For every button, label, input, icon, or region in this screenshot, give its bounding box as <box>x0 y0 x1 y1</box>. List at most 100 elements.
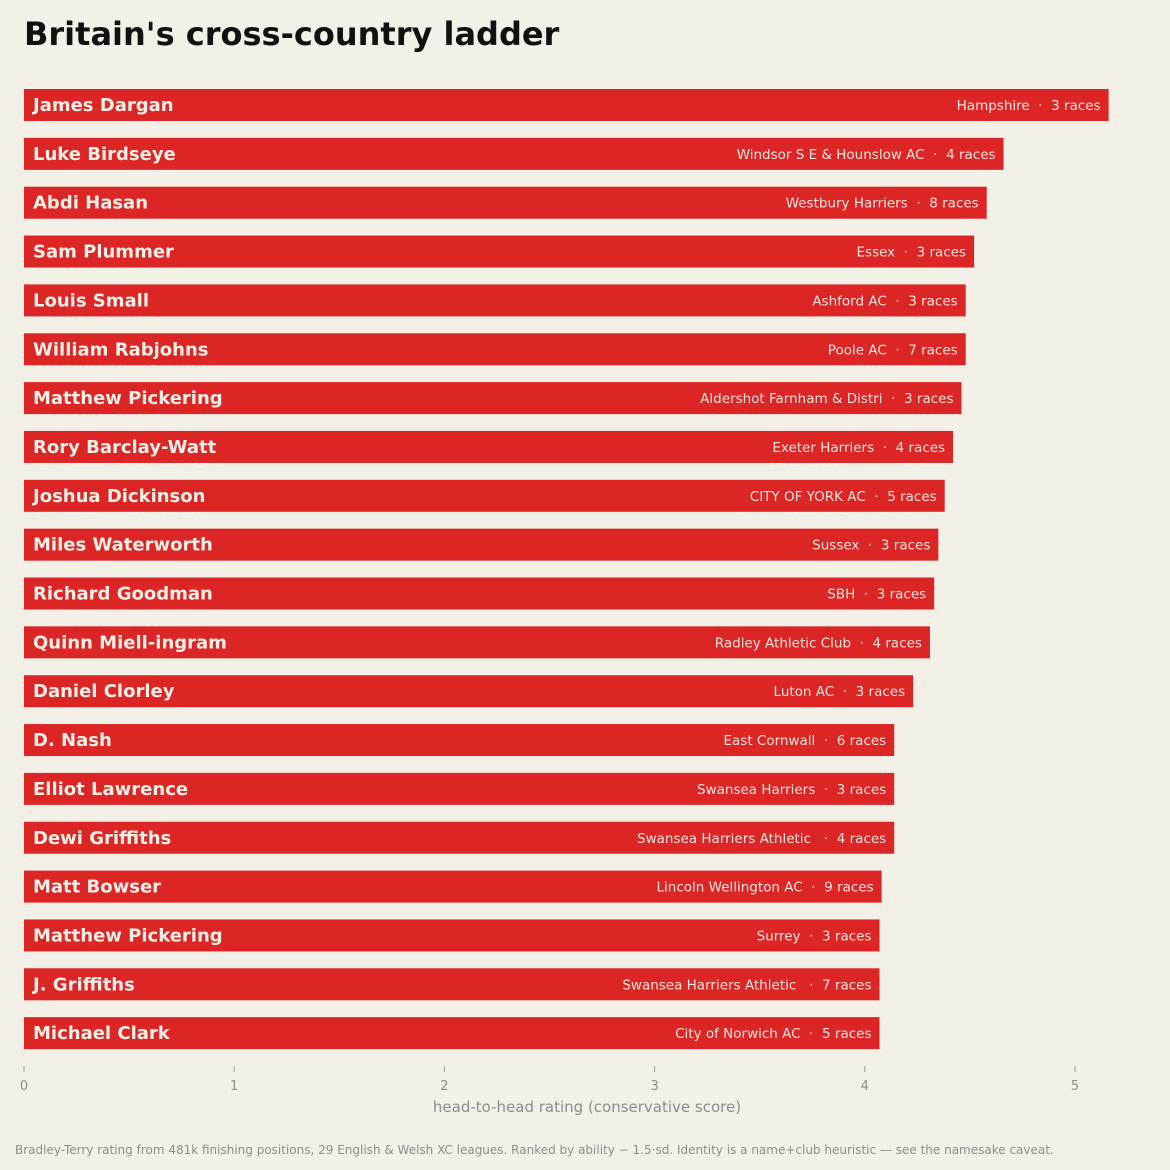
bar <box>24 919 880 952</box>
bar <box>24 772 895 805</box>
bar-separator: · <box>859 538 880 554</box>
footnote: Bradley-Terry rating from 481k finishing… <box>15 1143 1054 1157</box>
bar-group: Luke Birdseye Windsor S E & Hounslow AC ·… <box>24 137 1004 170</box>
bar-races: 3 races <box>877 587 926 603</box>
bar-races: 6 races <box>837 733 886 749</box>
bar-club-races: Lincoln Wellington AC · 9 races <box>656 880 873 896</box>
bar <box>24 137 1004 170</box>
bar-athlete-name: William Rabjohns <box>33 339 208 360</box>
bar-group: Matt Bowser Lincoln Wellington AC · 9 rac… <box>24 870 882 903</box>
bar <box>24 821 895 854</box>
x-tick-label: 5 <box>1071 1079 1079 1094</box>
bar-separator: · <box>801 1026 822 1042</box>
bar-athlete-name: Sam Plummer <box>33 242 174 263</box>
bar-club: Swansea Harriers Athletic <box>622 977 800 993</box>
bar-group: Rory Barclay-Watt Exeter Harriers · 4 rac… <box>24 430 954 463</box>
bar-club-races: City of Norwich AC · 5 races <box>675 1026 871 1042</box>
bar-club: Swansea Harriers Athletic <box>637 831 815 847</box>
bar-separator: · <box>801 977 822 993</box>
bar-club: SBH <box>827 587 855 603</box>
bar-athlete-name: Matt Bowser <box>33 877 161 898</box>
bar-club-races: Essex · 3 races <box>857 245 967 261</box>
bar-group: Louis Small Ashford AC · 3 races <box>24 284 966 317</box>
bar-club-races: Swansea Harriers Athletic · 7 races <box>622 977 871 993</box>
bar-races: 3 races <box>822 928 871 944</box>
bar-group: D. Nash East Cornwall · 6 races <box>24 724 895 757</box>
bar <box>24 284 966 317</box>
chart-title: Britain's cross-country ladder <box>24 15 560 53</box>
bar-club-races: SBH · 3 races <box>827 587 926 603</box>
bar-separator: · <box>866 489 887 505</box>
x-tick-label: 1 <box>230 1079 238 1094</box>
bar-group: Michael Clark City of Norwich AC · 5 race… <box>24 1017 880 1050</box>
bar-group: J. Griffiths Swansea Harriers Athletic · … <box>24 968 880 1001</box>
bar-group: Matthew Pickering Surrey · 3 races <box>24 919 880 952</box>
bar-club-races: Sussex · 3 races <box>812 538 930 554</box>
bar-club-races: Westbury Harriers · 8 races <box>786 196 979 212</box>
bar-separator: · <box>925 147 946 163</box>
bar-club: City of Norwich AC <box>675 1026 800 1042</box>
bar-races: 4 races <box>946 147 995 163</box>
bar-separator: · <box>887 293 908 309</box>
bar-chart: James Dargan Hampshire · 3 races Luke Bird… <box>20 89 1109 1116</box>
bar-separator: · <box>851 635 872 651</box>
bar-club-races: Exeter Harriers · 4 races <box>772 440 945 456</box>
bar-group: William Rabjohns Poole AC · 7 races <box>24 333 966 366</box>
bar-athlete-name: Rory Barclay-Watt <box>33 437 217 458</box>
bar <box>24 89 1109 121</box>
bar-separator: · <box>887 342 908 358</box>
bar-club-races: Swansea Harriers · 3 races <box>697 782 886 798</box>
bar <box>24 528 939 561</box>
bar-group: Dewi Griffiths Swansea Harriers Athletic … <box>24 821 895 854</box>
bar-separator: · <box>815 782 836 798</box>
bar-races: 3 races <box>917 245 966 261</box>
bar-races: 3 races <box>856 684 905 700</box>
bar-races: 7 races <box>908 342 957 358</box>
bar-races: 8 races <box>929 196 978 212</box>
bar-club: East Cornwall <box>723 733 815 749</box>
bar-club: Ashford AC <box>812 293 886 309</box>
bar-club-races: CITY OF YORK AC · 5 races <box>750 489 937 505</box>
bar-races: 4 races <box>896 440 945 456</box>
bar-separator: · <box>834 684 855 700</box>
bar-races: 3 races <box>1051 98 1100 114</box>
bar-athlete-name: James Dargan <box>31 95 174 116</box>
bar-races: 5 races <box>822 1026 871 1042</box>
bar-races: 9 races <box>824 880 873 896</box>
bar <box>24 382 962 415</box>
bar-club-races: Ashford AC · 3 races <box>812 293 957 309</box>
bar-races: 3 races <box>904 391 953 407</box>
bar-club-races: Windsor S E & Hounslow AC · 4 races <box>737 147 996 163</box>
bar-group: James Dargan Hampshire · 3 races <box>24 89 1109 121</box>
bar-separator: · <box>801 928 822 944</box>
bar-group: Miles Waterworth Sussex · 3 races <box>24 528 939 561</box>
bar-athlete-name: J. Griffiths <box>31 974 135 995</box>
bar-club: Windsor S E & Hounslow AC <box>737 147 925 163</box>
bar-club: Surrey <box>757 928 801 944</box>
bar-athlete-name: Quinn Miell-ingram <box>33 632 227 653</box>
bar-group: Quinn Miell-ingram Radley Athletic Club ·… <box>24 626 930 659</box>
bar-separator: · <box>895 245 916 261</box>
bar-athlete-name: Luke Birdseye <box>33 144 176 165</box>
bar-athlete-name: Michael Clark <box>33 1023 171 1044</box>
bar-club-races: Aldershot Farnham & Distri · 3 races <box>700 391 953 407</box>
bar-group: Abdi Hasan Westbury Harriers · 8 races <box>24 186 987 219</box>
bar-club: Sussex <box>812 538 859 554</box>
bar-separator: · <box>908 196 929 212</box>
x-axis-label: head-to-head rating (conservative score) <box>433 1098 741 1116</box>
bar <box>24 870 882 903</box>
bar <box>24 333 966 366</box>
bar-separator: · <box>815 733 836 749</box>
bar-club-races: Luton AC · 3 races <box>774 684 906 700</box>
bar-athlete-name: Matthew Pickering <box>33 388 223 409</box>
bar-separator: · <box>1030 98 1051 114</box>
x-tick-label: 3 <box>650 1079 658 1094</box>
bar-group: Sam Plummer Essex · 3 races <box>24 235 975 268</box>
bar-separator: · <box>855 587 876 603</box>
bar-club: CITY OF YORK AC <box>750 489 866 505</box>
bar-club: Swansea Harriers <box>697 782 815 798</box>
bar-athlete-name: Elliot Lawrence <box>33 779 188 800</box>
bar <box>24 724 895 757</box>
bar-races: 5 races <box>887 489 936 505</box>
bar-athlete-name: Joshua Dickinson <box>31 486 205 507</box>
